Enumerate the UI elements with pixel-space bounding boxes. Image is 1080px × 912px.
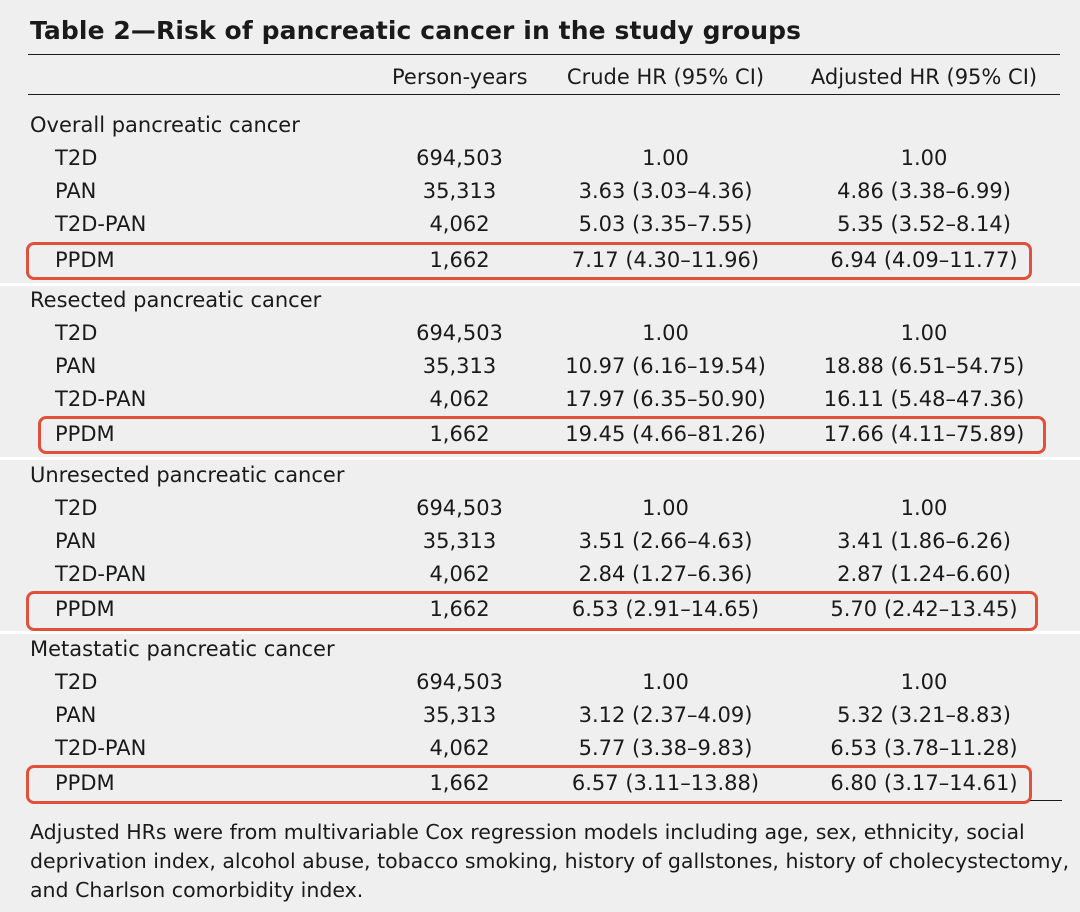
section-title: Overall pancreatic cancer — [30, 113, 300, 137]
row-adjusted-hr: 5.70 (2.42–13.45) — [830, 597, 1018, 621]
row-person-years: 1,662 — [429, 771, 490, 795]
row-adjusted-hr: 2.87 (1.24–6.60) — [837, 562, 1011, 586]
row-label: T2D-PAN — [55, 387, 147, 411]
header-person-years: Person-years — [392, 65, 528, 89]
row-adjusted-hr: 1.00 — [900, 496, 948, 520]
row-person-years: 694,503 — [416, 321, 503, 345]
row-person-years: 4,062 — [429, 212, 490, 236]
row-crude-hr: 3.63 (3.03–4.36) — [578, 179, 753, 203]
ppdm-highlight-box — [26, 242, 1032, 280]
header-adjusted-hr: Adjusted HR (95% CI) — [810, 65, 1038, 89]
row-label: PPDM — [55, 422, 115, 446]
row-adjusted-hr: 6.53 (3.78–11.28) — [830, 736, 1018, 760]
row-label: PPDM — [55, 248, 115, 272]
row-label: T2D-PAN — [55, 736, 147, 760]
row-crude-hr: 19.45 (4.66–81.26) — [565, 422, 766, 446]
row-person-years: 694,503 — [416, 146, 503, 170]
row-person-years: 35,313 — [422, 354, 497, 378]
row-person-years: 35,313 — [422, 179, 497, 203]
row-crude-hr: 2.84 (1.27–6.36) — [578, 562, 753, 586]
table-title: Table 2—Risk of pancreatic cancer in the… — [30, 16, 802, 45]
row-crude-hr: 1.00 — [642, 496, 689, 520]
table-footnote: Adjusted HRs were from multivariable Cox… — [30, 820, 1070, 902]
row-crude-hr: 17.97 (6.35–50.90) — [565, 387, 766, 411]
row-person-years: 35,313 — [422, 703, 497, 727]
section-title: Resected pancreatic cancer — [30, 288, 322, 312]
section-divider — [0, 631, 1080, 634]
row-adjusted-hr: 1.00 — [900, 670, 948, 694]
row-crude-hr: 7.17 (4.30–11.96) — [571, 248, 760, 272]
row-label: PAN — [55, 354, 97, 378]
row-crude-hr: 1.00 — [642, 670, 689, 694]
section-title: Metastatic pancreatic cancer — [30, 637, 335, 661]
row-crude-hr: 3.51 (2.66–4.63) — [578, 529, 753, 553]
row-adjusted-hr: 4.86 (3.38–6.99) — [837, 179, 1011, 203]
row-person-years: 1,662 — [429, 597, 490, 621]
row-adjusted-hr: 5.32 (3.21–8.83) — [837, 703, 1011, 727]
section-title: Unresected pancreatic cancer — [30, 463, 345, 487]
row-person-years: 35,313 — [422, 529, 497, 553]
row-crude-hr: 6.53 (2.91–14.65) — [571, 597, 760, 621]
row-label: PAN — [55, 529, 97, 553]
row-person-years: 694,503 — [416, 670, 503, 694]
ppdm-highlight-box — [38, 416, 1046, 454]
section-divider — [0, 457, 1080, 460]
row-adjusted-hr: 6.94 (4.09–11.77) — [830, 248, 1018, 272]
row-adjusted-hr: 1.00 — [900, 146, 948, 170]
row-label: PAN — [55, 703, 97, 727]
row-adjusted-hr: 3.41 (1.86–6.26) — [837, 529, 1011, 553]
row-adjusted-hr: 1.00 — [900, 321, 948, 345]
ppdm-highlight-box — [26, 591, 1038, 631]
row-person-years: 694,503 — [416, 496, 503, 520]
section-divider — [0, 283, 1080, 286]
title-rule — [28, 54, 1060, 55]
row-crude-hr: 5.03 (3.35–7.55) — [578, 212, 753, 236]
header-crude-hr: Crude HR (95% CI) — [566, 65, 765, 89]
row-crude-hr: 1.00 — [642, 321, 689, 345]
row-person-years: 4,062 — [429, 562, 490, 586]
header-rule — [28, 94, 1060, 95]
row-label: T2D — [55, 321, 98, 345]
row-adjusted-hr: 18.88 (6.51–54.75) — [823, 354, 1025, 378]
row-label: T2D — [55, 496, 98, 520]
row-person-years: 4,062 — [429, 387, 490, 411]
row-crude-hr: 6.57 (3.11–13.88) — [571, 771, 760, 795]
row-crude-hr: 3.12 (2.37–4.09) — [578, 703, 753, 727]
row-adjusted-hr: 5.35 (3.52–8.14) — [837, 212, 1011, 236]
row-label: PAN — [55, 179, 97, 203]
row-person-years: 1,662 — [429, 422, 490, 446]
row-crude-hr: 10.97 (6.16–19.54) — [565, 354, 766, 378]
ppdm-highlight-box — [26, 765, 1032, 804]
row-adjusted-hr: 16.11 (5.48–47.36) — [823, 387, 1025, 411]
row-label: PPDM — [55, 597, 115, 621]
row-label: T2D-PAN — [55, 212, 147, 236]
row-person-years: 1,662 — [429, 248, 490, 272]
row-adjusted-hr: 6.80 (3.17–14.61) — [830, 771, 1018, 795]
row-label: PPDM — [55, 771, 115, 795]
row-adjusted-hr: 17.66 (4.11–75.89) — [823, 422, 1025, 446]
row-crude-hr: 1.00 — [642, 146, 689, 170]
table-bottom-rule — [1030, 800, 1062, 801]
row-crude-hr: 5.77 (3.38–9.83) — [578, 736, 753, 760]
row-label: T2D — [55, 146, 98, 170]
row-label: T2D — [55, 670, 98, 694]
row-person-years: 4,062 — [429, 736, 490, 760]
row-label: T2D-PAN — [55, 562, 147, 586]
